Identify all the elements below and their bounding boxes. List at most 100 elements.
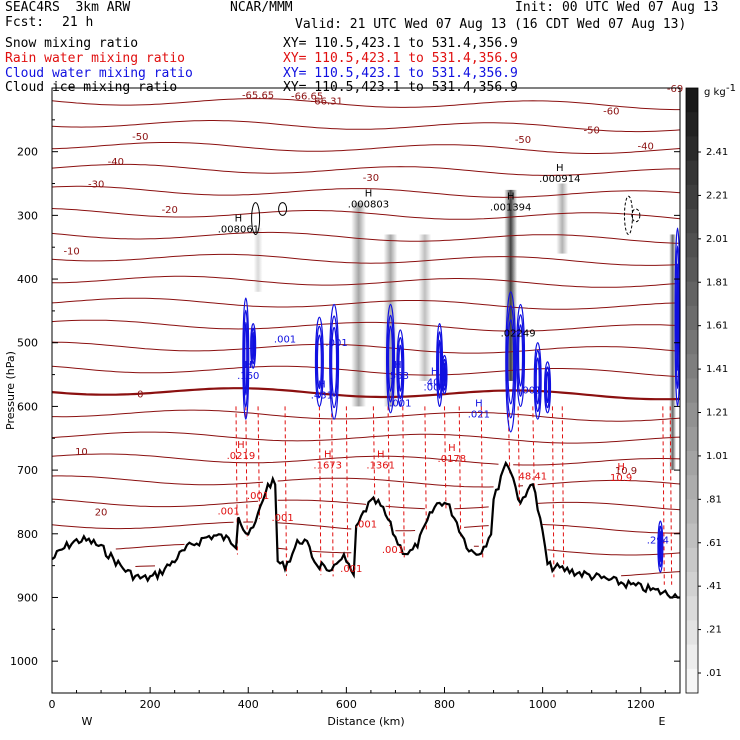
extremum-value: 10.9: [610, 473, 632, 484]
temperature-isotherm: [51, 142, 681, 154]
cloud-ice-contour: [251, 202, 261, 235]
temperature-label: -30: [88, 180, 104, 191]
rain-contour: [331, 406, 334, 577]
colorbar-label: 1.01: [706, 451, 728, 462]
contour-value-label: .001: [274, 335, 296, 346]
contour-value-label: .001: [424, 383, 446, 394]
field-name-rain: Rain water mixing ratio: [5, 51, 186, 66]
cloud-water-contour: [251, 327, 256, 365]
extremum-marker: H: [431, 367, 439, 378]
terrain-profile: [51, 460, 680, 599]
colorbar-swatch: [686, 160, 698, 186]
temperature-label: 10.9: [615, 466, 637, 477]
organization: NCAR/MMM: [230, 0, 293, 15]
extremum-marker: H: [448, 443, 456, 454]
x-axis-label: Distance (km): [327, 715, 404, 728]
extremum-value: .553: [387, 371, 409, 382]
colorbar-swatch: [686, 88, 698, 113]
contour-value-label: .02249: [501, 328, 536, 339]
snow-shade-streak: [556, 183, 569, 254]
west-label: W: [82, 715, 93, 728]
temperature-label: -40: [637, 141, 653, 152]
x-tick-label: 1200: [627, 698, 655, 711]
colorbar-swatch: [686, 572, 698, 597]
contour-value-label: .001: [325, 338, 347, 349]
extremum-value: .1673: [313, 460, 342, 471]
extremum-value: .401: [424, 378, 446, 389]
temperature-isotherm: [51, 475, 681, 488]
cloud-water-contour: [534, 349, 541, 413]
colorbar-label: .41: [706, 581, 722, 592]
terrain-line-layer: [51, 460, 680, 599]
rain-contour: [662, 406, 665, 585]
x-tick-label: 600: [336, 698, 357, 711]
cloud-water-contour: [243, 309, 249, 408]
temperature-label: -69: [667, 84, 683, 95]
temperature-label: 10: [75, 447, 88, 458]
y-axis-label: Pressure (hPa): [4, 351, 17, 430]
y-tick-label: 800: [17, 528, 38, 541]
cloud-water-contour: [535, 357, 540, 405]
rain-contour: [561, 406, 565, 573]
east-label: E: [659, 715, 666, 728]
cloud-water-contour: [545, 371, 550, 404]
cloud-water-contour: [517, 324, 524, 387]
temperature-isotherm: [52, 275, 681, 288]
colorbar-label: 2.01: [706, 234, 728, 245]
y-tick-label: 500: [17, 337, 38, 350]
colorbar-label: .01: [706, 668, 722, 679]
model-title: SEAC4RS 3km ARW: [5, 0, 131, 15]
field-xy-snow: XY= 110.5,423.1 to 531.4,356.9: [283, 36, 518, 51]
rain-contour: [444, 406, 447, 510]
cloud-water-contour: [442, 358, 447, 391]
rain-contour: [551, 406, 555, 578]
colorbar-swatch: [686, 281, 698, 307]
cloud-water-contour: [437, 331, 443, 399]
colorbar-swatch: [686, 596, 698, 621]
cloud-water-contour: [397, 337, 404, 400]
contour-value-label: .001: [247, 491, 269, 502]
colorbar-swatch: [686, 644, 698, 670]
cloud-water-contour: [659, 530, 662, 563]
cloud-water-contour: [544, 366, 551, 409]
cloud-water-contour: [242, 297, 250, 420]
field-xy-rain: XY= 110.5,423.1 to 531.4,356.9: [283, 51, 518, 66]
y-tick-label: 900: [17, 591, 38, 604]
extremum-marker: H: [244, 360, 252, 371]
cloud-water-contour: [398, 344, 403, 392]
colorbar-label: 1.61: [706, 321, 728, 332]
temperature-isotherm: [51, 185, 681, 198]
cloud-water-contour: [516, 303, 526, 408]
cloud-water-contour: [386, 303, 396, 414]
cloud-water-contour: [252, 331, 255, 360]
rain-contour: [245, 406, 248, 540]
temperature-label: -30: [363, 173, 379, 184]
cloud-water-contour: [533, 342, 542, 420]
cloud-water-contour: [438, 339, 442, 391]
cloud-water-contour: [330, 315, 339, 409]
colorbar-swatch: [686, 668, 698, 694]
extremum-marker: H: [507, 191, 515, 202]
extremum-marker: H: [318, 379, 326, 390]
cloud-water-contour: [315, 325, 323, 399]
contour-value-label: .001: [271, 513, 293, 524]
colorbar-swatch: [686, 499, 698, 525]
cloud-ice-contours: [251, 195, 641, 235]
extremum-value: .160: [237, 371, 259, 382]
temperature-isotherm: [51, 208, 681, 220]
temperature-label: -60: [603, 106, 619, 117]
cloud-water-contour: [676, 263, 679, 372]
field-name-cloud-water: Cloud water mixing ratio: [5, 66, 193, 81]
extremum-marker: H: [324, 449, 332, 460]
rain-contour: [424, 406, 427, 532]
cloud-water-contour: [316, 334, 322, 390]
contour-value-label: .294: [647, 535, 669, 546]
temperature-isotherm: [51, 253, 681, 266]
cloud-water-contour: [331, 326, 338, 397]
y-tick-label: 700: [17, 464, 38, 477]
cloud-water-contour: [517, 314, 525, 397]
cloud-ice-contour: [623, 195, 633, 235]
extremum-marker: H: [235, 214, 243, 225]
temperature-isotherm: [51, 231, 681, 244]
temperature-label: -10: [63, 246, 79, 257]
